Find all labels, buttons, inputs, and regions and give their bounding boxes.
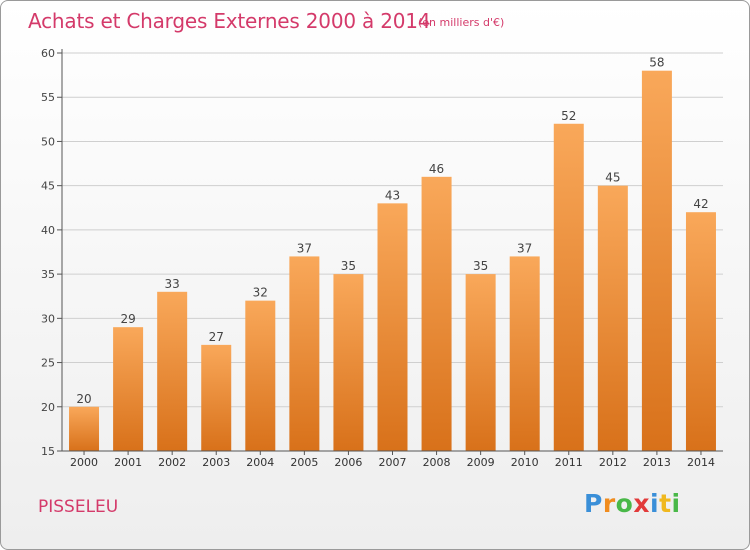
logo-letter: o <box>615 489 634 518</box>
bar <box>69 406 100 451</box>
y-tick-label: 55 <box>41 91 55 104</box>
x-tick-label: 2012 <box>599 456 627 469</box>
bar <box>553 123 584 451</box>
bar <box>201 344 232 451</box>
x-tick-label: 2008 <box>423 456 451 469</box>
logo-letter: t <box>659 489 672 518</box>
data-label: 20 <box>76 392 91 406</box>
data-label: 42 <box>693 197 708 211</box>
y-tick-label: 30 <box>41 312 55 325</box>
y-tick-label: 60 <box>41 47 55 60</box>
data-label: 32 <box>253 286 268 300</box>
bar <box>465 274 496 451</box>
logo-letter: r <box>602 489 616 518</box>
bars <box>69 70 716 452</box>
y-tick-label: 35 <box>41 268 55 281</box>
data-label: 37 <box>517 241 532 255</box>
bar <box>685 212 716 451</box>
axes <box>57 49 723 455</box>
data-label: 27 <box>209 330 224 344</box>
logo-letter: i <box>671 489 681 518</box>
y-tick-label: 25 <box>41 357 55 370</box>
bar <box>421 176 452 452</box>
y-tick-label: 20 <box>41 401 55 414</box>
y-tick-label: 45 <box>41 180 55 193</box>
x-tick-label: 2005 <box>290 456 318 469</box>
data-label: 33 <box>165 277 180 291</box>
data-label: 45 <box>605 171 620 185</box>
data-label: 46 <box>429 162 444 176</box>
bar <box>333 274 364 451</box>
x-tick-label: 2006 <box>334 456 362 469</box>
proxiti-logo: Proxiti <box>584 489 681 518</box>
logo-letter: P <box>584 489 603 518</box>
y-tick-label: 50 <box>41 135 55 148</box>
data-label: 43 <box>385 188 400 202</box>
bar <box>289 256 320 451</box>
data-label: 52 <box>561 109 576 123</box>
bar <box>113 327 144 451</box>
commune-name: PISSELEU <box>38 497 119 517</box>
x-tick-label: 2011 <box>555 456 583 469</box>
data-label: 58 <box>649 56 664 70</box>
logo-letter: x <box>633 489 650 518</box>
x-tick-label: 2007 <box>379 456 407 469</box>
x-tick-label: 2014 <box>687 456 715 469</box>
data-label: 29 <box>120 312 135 326</box>
chart-title: Achats et Charges Externes 2000 à 2014 <box>28 9 431 33</box>
y-tick-label: 15 <box>41 445 55 458</box>
x-tick-label: 2001 <box>114 456 142 469</box>
x-tick-label: 2009 <box>467 456 495 469</box>
data-label: 37 <box>297 241 312 255</box>
bar <box>509 256 540 451</box>
bar <box>157 291 188 451</box>
data-label: 35 <box>473 259 488 273</box>
x-tick-label: 2010 <box>511 456 539 469</box>
x-tick-label: 2013 <box>643 456 671 469</box>
bar <box>377 203 408 451</box>
bar <box>597 185 628 451</box>
logo-letter: i <box>650 489 660 518</box>
chart-subtitle: (en milliers d'€) <box>418 16 505 29</box>
y-tick-label: 40 <box>41 224 55 237</box>
x-tick-label: 2002 <box>158 456 186 469</box>
labels: 15 20 25 30 35 40 45 50 55 60 20 2000 29 2001 33 2002 27… <box>41 47 715 469</box>
x-tick-label: 2004 <box>246 456 274 469</box>
x-tick-label: 2000 <box>70 456 98 469</box>
data-label: 35 <box>341 259 356 273</box>
bar <box>641 70 672 451</box>
bar <box>245 300 276 451</box>
x-tick-label: 2003 <box>202 456 230 469</box>
